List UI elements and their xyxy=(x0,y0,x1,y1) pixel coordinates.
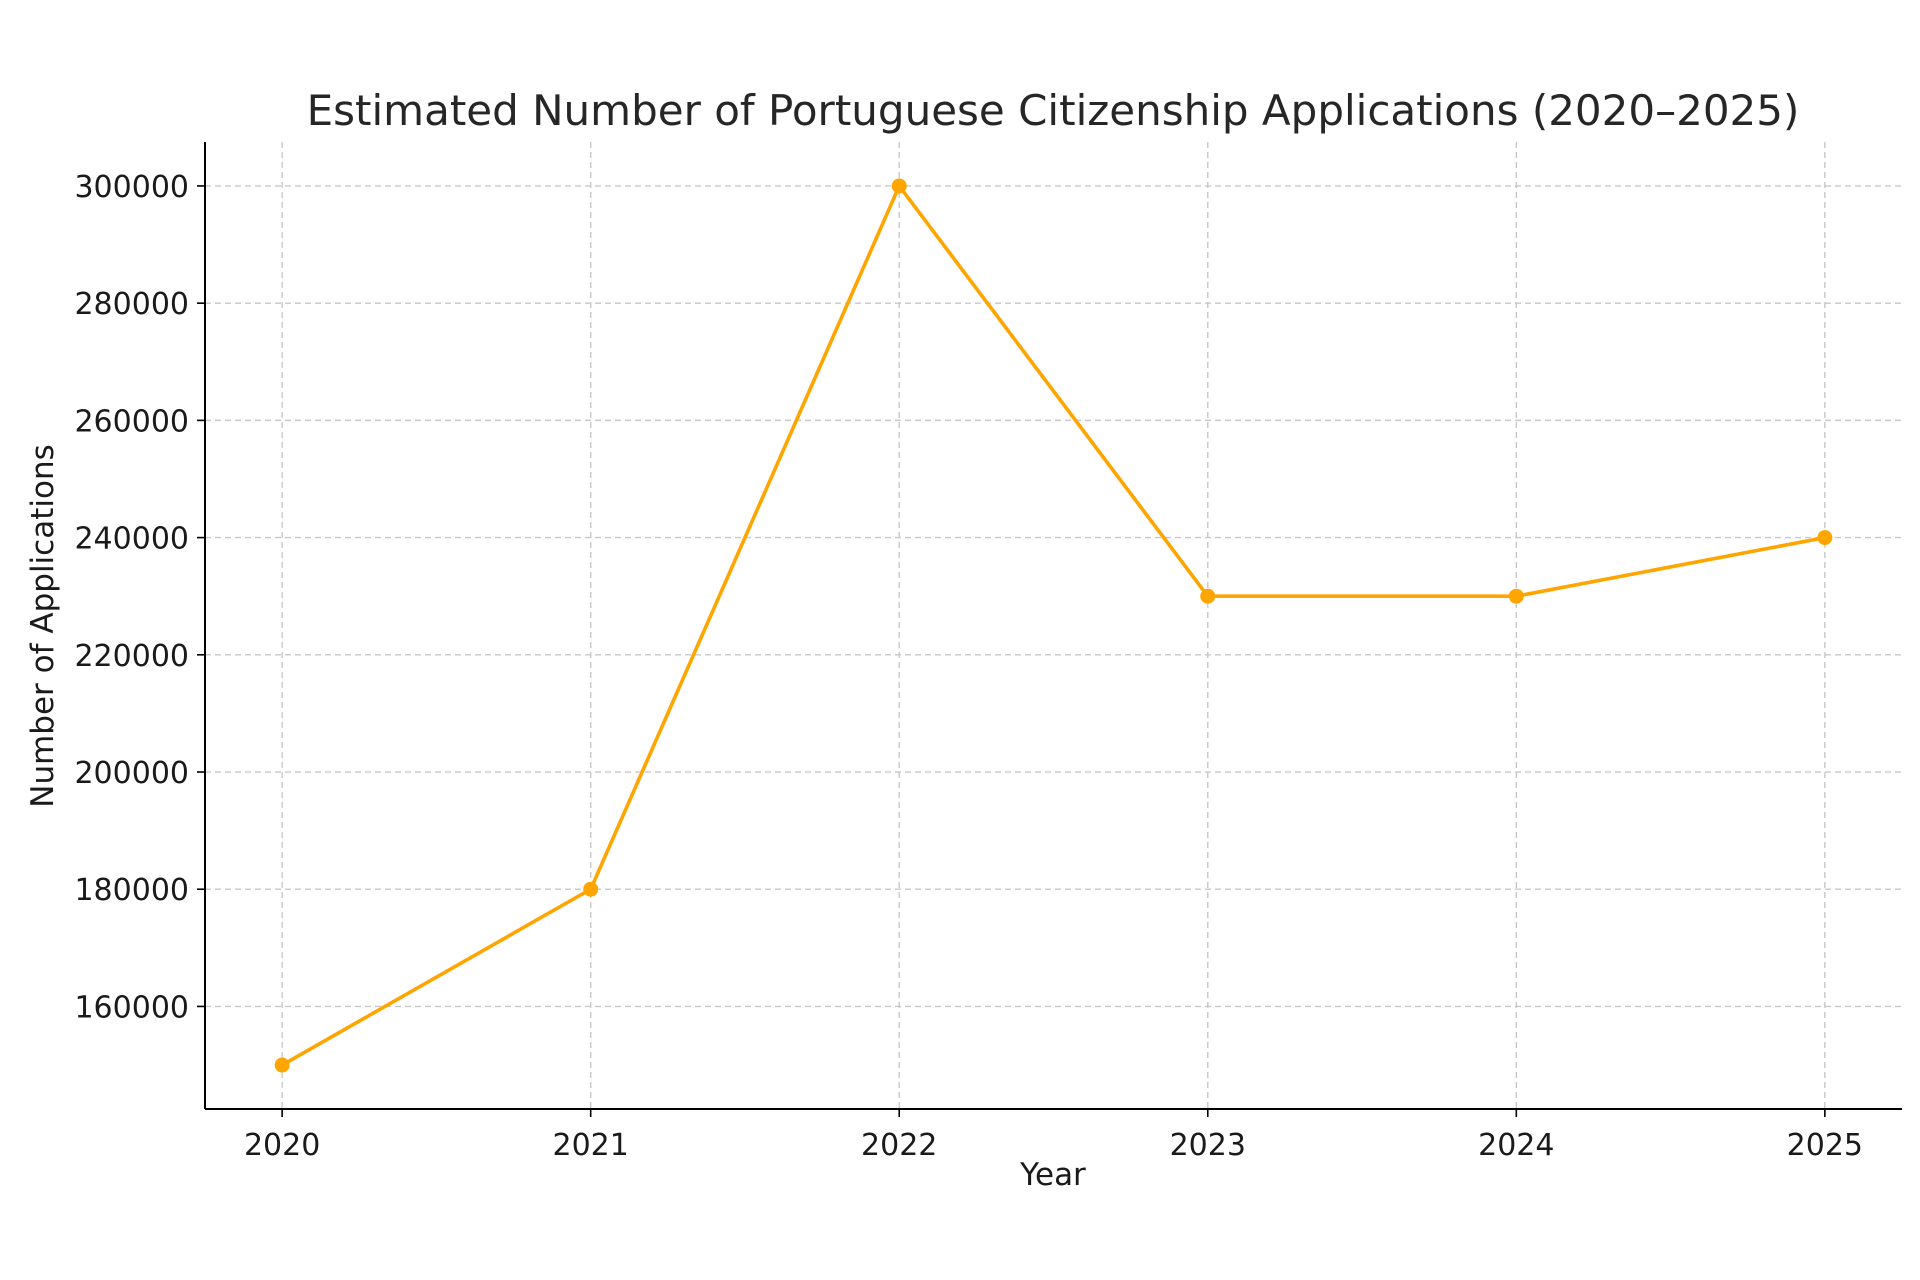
x-tick-label: 2024 xyxy=(1478,1128,1554,1163)
x-tick-label: 2020 xyxy=(244,1128,320,1163)
x-axis-ticks: 2020 2021 2022 2023 2024 2025 xyxy=(244,1109,1863,1163)
data-point xyxy=(583,881,599,897)
grid-lines xyxy=(205,142,1902,1109)
y-axis-ticks: 160000 180000 200000 220000 240000 260000 2800… xyxy=(74,170,205,1025)
data-point xyxy=(1817,530,1833,546)
x-tick-label: 2023 xyxy=(1170,1128,1246,1163)
y-tick-label: 300000 xyxy=(74,170,189,205)
x-tick-label: 2025 xyxy=(1787,1128,1863,1163)
y-tick-label: 220000 xyxy=(74,639,189,674)
x-tick-label: 2021 xyxy=(553,1128,629,1163)
y-tick-label: 200000 xyxy=(74,756,189,791)
data-point xyxy=(1200,588,1216,604)
data-series xyxy=(274,178,1833,1073)
data-point xyxy=(274,1057,290,1073)
data-point xyxy=(891,178,907,194)
y-tick-label: 180000 xyxy=(74,873,189,908)
y-tick-label: 260000 xyxy=(74,404,189,439)
y-tick-label: 280000 xyxy=(74,287,189,322)
x-axis-label: Year xyxy=(1019,1157,1086,1193)
x-tick-label: 2022 xyxy=(861,1128,937,1163)
y-axis-label: Number of Applications xyxy=(25,444,61,807)
series-line xyxy=(280,184,1827,1067)
data-point xyxy=(1508,588,1524,604)
y-tick-label: 240000 xyxy=(74,522,189,557)
chart-title: Estimated Number of Portuguese Citizensh… xyxy=(307,86,1800,135)
y-tick-label: 160000 xyxy=(74,990,189,1025)
